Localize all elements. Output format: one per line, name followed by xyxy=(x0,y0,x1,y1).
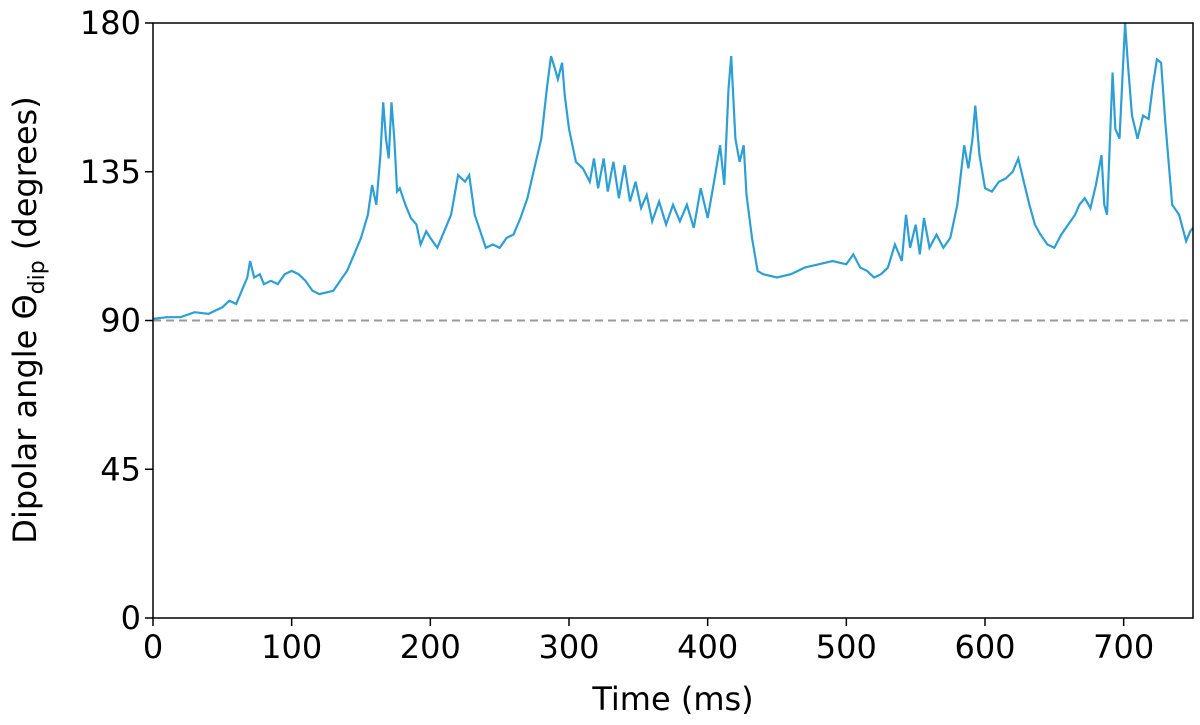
x-tick-label: 200 xyxy=(400,628,461,666)
x-axis-label: Time (ms) xyxy=(591,680,753,718)
plot-frame xyxy=(152,22,1194,619)
x-tick-label: 300 xyxy=(538,628,599,666)
x-tick-label: 700 xyxy=(1093,628,1154,666)
y-tick-label: 0 xyxy=(121,599,141,637)
y-tick-label: 45 xyxy=(100,450,141,488)
y-label-end: (degrees) xyxy=(6,96,44,260)
y-tick-label: 180 xyxy=(80,4,141,42)
y-axis-label: Dipolar angle Θdip (degrees) xyxy=(6,96,50,543)
y-tick-label: 135 xyxy=(80,153,141,191)
x-tick-label: 0 xyxy=(143,628,163,666)
y-tick-label: 90 xyxy=(100,302,141,340)
x-tick-label: 400 xyxy=(677,628,738,666)
x-tick-label: 600 xyxy=(954,628,1015,666)
y-label-main: Dipolar angle Θ xyxy=(6,294,44,543)
data-line xyxy=(152,22,1194,320)
x-tick-label: 100 xyxy=(261,628,322,666)
y-label-sub: dip xyxy=(25,260,50,294)
x-tick-label: 500 xyxy=(816,628,877,666)
